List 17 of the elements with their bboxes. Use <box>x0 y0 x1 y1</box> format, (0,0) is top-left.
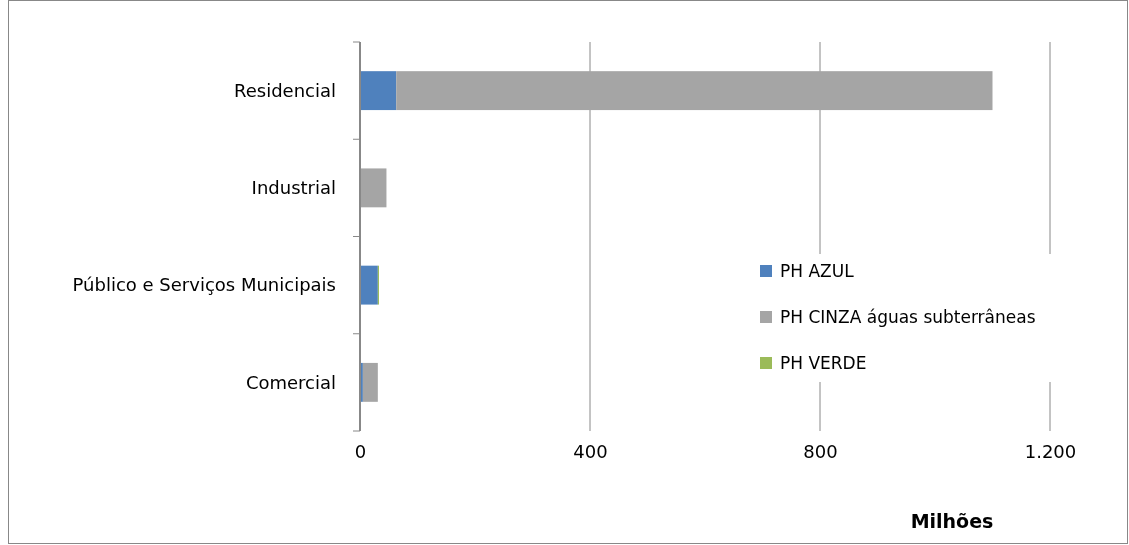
bar <box>396 71 993 111</box>
bar <box>362 362 378 402</box>
legend-label: PH CINZA águas subterrâneas <box>780 306 1036 327</box>
legend-label: PH AZUL <box>780 260 855 281</box>
y-tick-label: Público e Serviços Municipais <box>72 274 336 296</box>
legend-label: PH VERDE <box>780 352 867 373</box>
y-tick-label: Residencial <box>234 79 336 101</box>
x-tick-label: 800 <box>803 440 838 462</box>
bar <box>360 265 378 305</box>
x-tick-label: 0 <box>354 440 367 462</box>
bar <box>360 168 387 208</box>
x-axis-title: Milhões <box>910 510 994 532</box>
y-tick-label: Comercial <box>245 371 336 393</box>
x-tick-label: 1.200 <box>1024 440 1077 462</box>
y-tick-label: Industrial <box>251 177 336 199</box>
bar <box>360 71 397 111</box>
x-tick-label: 400 <box>573 440 608 462</box>
